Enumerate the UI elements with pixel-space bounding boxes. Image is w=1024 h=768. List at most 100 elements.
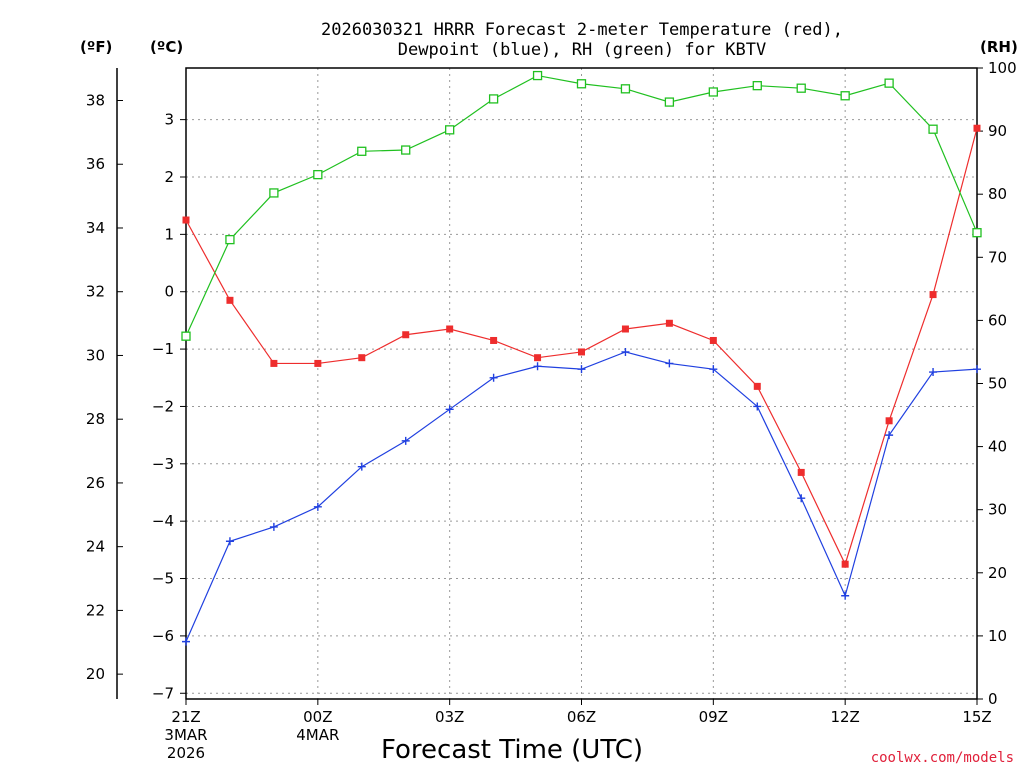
rh-point [576, 79, 587, 89]
dewpoint-point [182, 637, 190, 646]
chart-title-line1: 2026030321 HRRR Forecast 2-meter Tempera… [321, 20, 843, 40]
dewpoint-point [225, 537, 234, 546]
celsius-unit-label: (ºC) [150, 38, 183, 56]
x-tick-label: 21Z [171, 708, 200, 726]
temperature-point [226, 296, 234, 304]
rh-point [664, 97, 675, 107]
temperature-point [578, 348, 585, 356]
temperature-point [182, 216, 190, 224]
rh-tick-label: 20 [988, 564, 1007, 582]
temperature-point [358, 354, 366, 362]
dewpoint-point [401, 436, 410, 445]
dewpoint-point [621, 347, 630, 356]
rh-point [181, 331, 191, 341]
temperature-point [709, 336, 717, 344]
fahrenheit-unit-label: (ºF) [80, 38, 112, 56]
x-tick-label: 06Z [567, 708, 596, 726]
rh-point [884, 78, 894, 88]
rh-point [532, 70, 543, 81]
rh-point [928, 124, 938, 134]
temperature-point [973, 124, 981, 132]
rh-point [225, 234, 235, 245]
dewpoint-point [445, 405, 454, 414]
fahrenheit-tick-label: 38 [86, 92, 105, 110]
dewpoint-point [973, 365, 981, 374]
rh-point [357, 146, 367, 156]
x-tick-sublabel: 3MAR [164, 726, 207, 744]
rh-point [313, 169, 323, 180]
temperature-point [841, 560, 849, 568]
rh-point [796, 83, 806, 93]
celsius-tick-label: −7 [152, 684, 174, 702]
celsius-tick-label: −6 [152, 627, 174, 645]
x-tick-label: 12Z [830, 708, 859, 726]
x-tick-label: 09Z [699, 708, 728, 726]
x-tick-label: 00Z [303, 708, 332, 726]
temperature-line [185, 128, 978, 566]
dewpoint-point [929, 368, 938, 377]
fahrenheit-tick-label: 20 [86, 665, 105, 683]
rh-tick-label: 40 [988, 438, 1007, 456]
temperature-point [446, 325, 454, 333]
rh-tick-label: 100 [988, 59, 1017, 77]
chart-title-line2: Dewpoint (blue), RH (green) for KBTV [398, 40, 766, 60]
grid-lines [186, 68, 977, 699]
rh-point [269, 188, 279, 198]
dewpoint-line [185, 351, 978, 642]
x-tick-sublabel: 4MAR [296, 726, 339, 744]
x-axis-title: Forecast Time (UTC) [381, 735, 643, 765]
rh-point [401, 145, 411, 155]
celsius-tick-label: −3 [152, 455, 174, 473]
fahrenheit-tick-label: 28 [86, 410, 105, 428]
celsius-tick-label: −1 [152, 340, 174, 358]
dewpoint-point [797, 494, 806, 503]
temperature-point [797, 468, 805, 476]
dewpoint-point [489, 373, 498, 382]
temperature-point [665, 319, 673, 327]
rh-point [972, 228, 982, 238]
rh-tick-label: 10 [988, 627, 1007, 645]
fahrenheit-tick-label: 26 [86, 474, 105, 492]
fahrenheit-tick-label: 22 [86, 601, 105, 619]
dewpoint-point [885, 431, 894, 440]
rh-point [708, 87, 718, 97]
dewpoint-point [313, 502, 322, 511]
plot-frame [185, 67, 978, 700]
series-layer [181, 70, 982, 646]
rh-tick-label: 0 [988, 690, 998, 708]
fahrenheit-tick-label: 36 [86, 155, 105, 173]
celsius-tick-label: 0 [164, 283, 174, 301]
temperature-point [929, 291, 937, 299]
credit-label: coolwx.com/models [871, 750, 1014, 766]
dewpoint-point [709, 365, 718, 374]
axes: 3210−1−2−3−4−5−6−73836343230282624222010… [86, 59, 1017, 762]
dewpoint-point [533, 362, 542, 371]
celsius-tick-label: 3 [164, 111, 174, 129]
rh-tick-label: 50 [988, 375, 1007, 393]
rh-tick-label: 60 [988, 311, 1007, 329]
dewpoint-point [841, 591, 850, 600]
fahrenheit-tick-label: 30 [86, 346, 105, 364]
x-tick-sublabel: 2026 [167, 744, 205, 762]
temperature-point [490, 336, 498, 344]
rh-tick-label: 80 [988, 185, 1007, 203]
celsius-tick-label: −2 [152, 397, 174, 415]
rh-tick-label: 90 [988, 122, 1007, 140]
x-tick-label: 15Z [962, 708, 991, 726]
fahrenheit-tick-label: 32 [86, 283, 105, 301]
temperature-point [270, 359, 278, 367]
rh-unit-label: (RH) [980, 38, 1018, 56]
rh-point [752, 81, 762, 91]
dewpoint-point [577, 365, 586, 374]
celsius-tick-label: −4 [152, 512, 174, 530]
dewpoint-point [753, 402, 762, 411]
temperature-point [314, 359, 322, 367]
rh-point [840, 91, 850, 101]
rh-point [445, 125, 455, 135]
temperature-point [402, 331, 410, 339]
x-tick-label: 03Z [435, 708, 464, 726]
temperature-point [621, 325, 629, 333]
dewpoint-point [269, 522, 278, 531]
rh-tick-label: 30 [988, 501, 1007, 519]
